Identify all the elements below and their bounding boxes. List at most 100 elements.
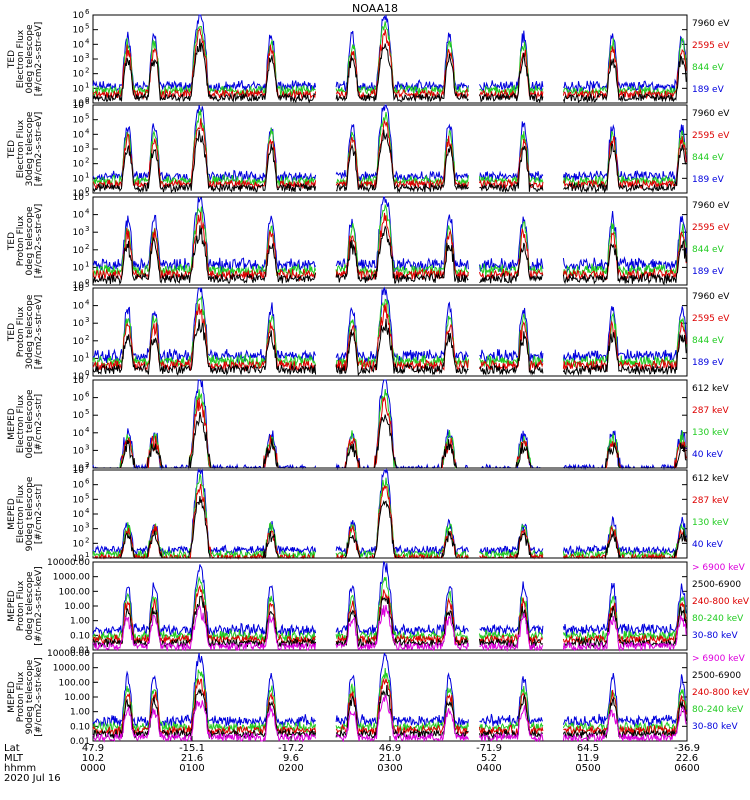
y-axis-label-line: 0deg telescope	[25, 24, 35, 94]
y-axis-label-line: [#/cm2-s-str-eV]	[34, 22, 44, 97]
y-tick-exponent: 6	[85, 98, 90, 106]
y-tick-label: 10000.00	[47, 558, 90, 568]
y-tick-label: 10	[73, 481, 85, 491]
x-row-label-mlt: MLT	[4, 753, 24, 764]
series-trace	[92, 303, 687, 373]
legend-entry: 30-80 keV	[692, 722, 738, 732]
legend-entry: 844 eV	[692, 336, 725, 346]
x-tick-mlt: 21.6	[181, 753, 203, 764]
x-tick-lat: -71.9	[476, 743, 502, 754]
legend-entry: 844 eV	[692, 245, 725, 255]
legend-entry: 40 keV	[692, 540, 724, 550]
y-tick-label: 1000.00	[53, 664, 90, 674]
y-axis-label: TEDProton Flux0deg telescope[#/cm2-s-str…	[7, 204, 44, 279]
y-tick-exponent: 6	[85, 391, 90, 399]
y-tick-label: 10	[73, 193, 85, 203]
series-trace	[92, 225, 687, 286]
legend-entry: 612 keV	[692, 384, 729, 394]
legend-entry: 130 keV	[692, 428, 729, 438]
legend-entry: 844 eV	[692, 153, 725, 163]
y-tick-label: 10	[73, 55, 85, 65]
series-trace	[92, 295, 687, 369]
y-tick-label: 0.01	[70, 737, 90, 747]
legend-entry: 189 eV	[692, 358, 725, 368]
series-trace	[92, 652, 687, 728]
y-tick-label: 10	[73, 116, 85, 126]
series-trace	[92, 575, 687, 644]
series-trace	[92, 694, 687, 743]
y-axis-label-line: Electron Flux	[16, 29, 26, 88]
legend-entry: 287 keV	[692, 496, 729, 506]
y-tick-label: 0.10	[70, 631, 90, 641]
legend-entry: 287 keV	[692, 406, 729, 416]
legend-entry: 7960 eV	[692, 109, 730, 119]
legend-entry: 2595 eV	[692, 131, 730, 141]
y-axis-label-line: TED	[7, 323, 17, 342]
y-tick-label: 1000.00	[53, 573, 90, 583]
y-tick-label: 10	[73, 211, 85, 221]
y-tick-label: 100.00	[59, 678, 91, 688]
x-tick-lat: -36.9	[674, 743, 700, 754]
legend-entry: 130 keV	[692, 518, 729, 528]
y-tick-label: 10	[73, 99, 85, 109]
y-tick-label: 10	[73, 429, 85, 439]
x-tick-hhmm: 0200	[278, 763, 303, 774]
y-tick-label: 10	[73, 70, 85, 80]
y-axis-label-line: Electron Flux	[16, 484, 26, 543]
x-tick-lat: -15.1	[179, 743, 205, 754]
series-trace	[92, 560, 687, 638]
y-axis-label-line: 90deg telescope	[25, 659, 35, 734]
y-axis-label: MEPEDElectron Flux0deg telescope[#/cm2-s…	[7, 389, 44, 459]
x-row-label-date: 2020 Jul 16	[4, 773, 61, 784]
panel-7: 0.010.101.0010.00100.001000.0010000.00ME…	[7, 558, 750, 656]
y-axis-label-line: [#/cm2-s-str-keV]	[34, 566, 44, 645]
y-tick-label: 10	[73, 189, 85, 199]
y-tick-label: 10.00	[64, 693, 90, 703]
x-row-label-lat: Lat	[4, 743, 20, 754]
x-tick-hhmm: 0600	[674, 763, 699, 774]
x-tick-mlt: 9.6	[283, 753, 299, 764]
y-tick-exponent: 2	[85, 157, 89, 165]
y-tick-label: 10	[73, 11, 85, 21]
y-tick-label: 100.00	[59, 587, 91, 597]
x-tick-hhmm: 0000	[80, 763, 105, 774]
x-row-label-hhmm: hhmm	[4, 763, 36, 774]
y-tick-exponent: 0	[85, 186, 89, 194]
y-tick-label: 1.00	[70, 617, 90, 627]
series-trace	[92, 196, 687, 275]
y-axis-label-line: 0deg telescope	[25, 389, 35, 459]
series-trace	[92, 595, 687, 650]
y-tick-exponent: 5	[85, 281, 89, 289]
y-tick-label: 10.00	[64, 602, 90, 612]
y-axis-label-line: 90deg telescope	[25, 476, 35, 551]
y-tick-label: 10	[73, 495, 85, 505]
y-tick-label: 0.10	[70, 722, 90, 732]
y-tick-exponent: 1	[85, 551, 89, 559]
y-axis-label-line: MEPED	[7, 681, 17, 713]
y-tick-exponent: 4	[85, 426, 90, 434]
legend-entry: 2595 eV	[692, 314, 730, 324]
panel-8: 0.010.101.0010.00100.001000.0010000.00ME…	[7, 649, 750, 747]
legend-entry: 7960 eV	[692, 19, 730, 29]
chart-title: NOAA18	[352, 2, 398, 15]
legend-entry: 30-80 keV	[692, 631, 738, 641]
y-axis-label-line: [#/cm2-s-str]	[34, 484, 44, 544]
y-tick-label: 1.00	[70, 708, 90, 718]
y-tick-exponent: 3	[85, 316, 89, 324]
y-axis-label: MEPEDProton Flux0deg telescope[#/cm2-s-s…	[7, 566, 44, 645]
y-axis-label-line: 0deg telescope	[25, 571, 35, 641]
legend-entry: 2500-6900	[692, 671, 741, 681]
y-axis-label-line: Electron Flux	[16, 394, 26, 453]
y-tick-exponent: 4	[85, 127, 90, 135]
y-axis-label-line: Electron Flux	[16, 119, 26, 178]
y-tick-label: 10	[73, 101, 85, 111]
legend-entry: 844 eV	[692, 63, 725, 73]
y-tick-label: 10	[73, 411, 85, 421]
y-tick-label: 10	[73, 281, 85, 291]
